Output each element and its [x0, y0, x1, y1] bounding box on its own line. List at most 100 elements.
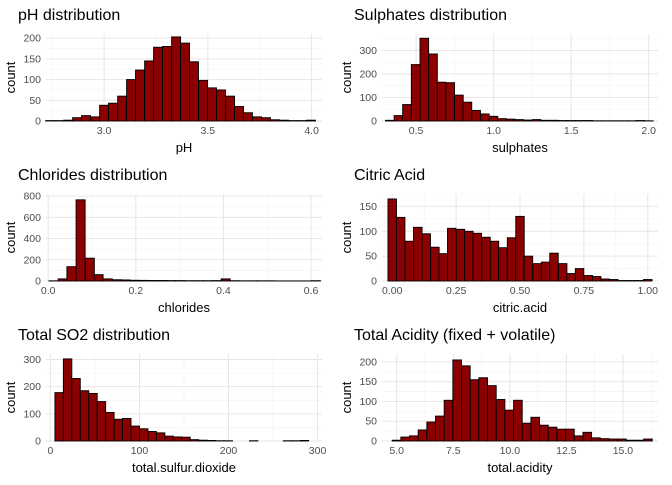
- x-tick-label: 0.50: [510, 285, 531, 297]
- histogram-bar: [480, 114, 489, 121]
- x-tick-label: 1.00: [638, 285, 659, 297]
- x-tick-label: 5.0: [389, 445, 404, 457]
- x-axis-label: sulphates: [492, 140, 548, 155]
- y-axis-label: count: [3, 61, 18, 93]
- y-tick-label: 200: [23, 381, 41, 393]
- histogram-bar: [411, 65, 420, 121]
- x-tick-label: 2.0: [641, 125, 656, 137]
- histogram-bar: [121, 280, 130, 281]
- x-tick-label: 200: [220, 445, 238, 457]
- histogram-bar: [422, 234, 431, 281]
- x-tick-label: 0: [48, 445, 54, 457]
- histogram-bar: [148, 431, 156, 441]
- x-tick-label: 0.4: [216, 285, 231, 297]
- y-tick-label: 0: [371, 436, 377, 448]
- histogram-bar: [557, 429, 566, 441]
- histogram-bar: [89, 393, 97, 441]
- y-tick-label: 50: [29, 95, 41, 107]
- x-tick-label: 0.25: [446, 285, 467, 297]
- histogram-bar: [270, 120, 279, 121]
- histogram-bar: [91, 117, 100, 121]
- x-tick-label: 4.0: [304, 125, 319, 137]
- histogram-bar: [67, 267, 76, 281]
- histogram-bar: [385, 120, 394, 121]
- x-tick-label: 3.0: [97, 125, 112, 137]
- histogram-bar: [388, 199, 397, 281]
- histogram-bar: [427, 422, 436, 441]
- x-axis-label: citric.acid: [493, 300, 547, 315]
- x-axis-label: total.acidity: [487, 460, 553, 475]
- histogram-bar: [541, 120, 550, 121]
- y-tick-label: 150: [359, 376, 377, 388]
- histogram-bar: [207, 440, 215, 441]
- y-tick-label: 100: [359, 92, 377, 104]
- histogram-bar: [439, 254, 448, 281]
- histogram-bar: [473, 233, 482, 281]
- histogram-bar: [156, 433, 164, 441]
- histogram-bar: [94, 275, 103, 281]
- x-tick-label: 0.75: [574, 285, 595, 297]
- y-tick-label: 100: [23, 74, 41, 86]
- chart-title: Sulphates distribution: [354, 7, 507, 24]
- y-tick-label: 0: [35, 116, 41, 128]
- y-tick-label: 200: [359, 356, 377, 368]
- y-tick-label: 0: [35, 276, 41, 288]
- histogram-bar: [541, 262, 550, 281]
- histogram-bar: [123, 418, 131, 441]
- y-tick-label: 300: [359, 45, 377, 57]
- x-tick-label: 1.5: [564, 125, 579, 137]
- y-tick-label: 100: [23, 408, 41, 420]
- histogram-bar: [136, 70, 145, 121]
- x-axis-label: total.sulfur.dioxide: [132, 460, 236, 475]
- histogram-bar: [208, 88, 217, 121]
- chart-title: Total Acidity (fixed + volatile): [354, 327, 555, 344]
- x-tick-label: 1.0: [486, 125, 501, 137]
- histogram-bar: [644, 439, 653, 441]
- histogram-bar: [162, 46, 171, 121]
- x-tick-label: 7.5: [446, 445, 461, 457]
- y-tick-label: 800: [23, 191, 41, 203]
- histogram-bar: [465, 231, 474, 281]
- histogram-bar: [609, 439, 618, 441]
- chart-title: Total SO2 distribution: [18, 327, 170, 344]
- histogram-bar: [462, 366, 471, 441]
- histogram-bar: [173, 437, 181, 441]
- histogram-bar: [444, 400, 453, 441]
- y-tick-label: 300: [23, 354, 41, 366]
- chart-title: Chlorides distribution: [18, 167, 167, 184]
- histogram-bar: [280, 120, 289, 121]
- histogram-bar: [401, 437, 410, 441]
- y-axis-label: count: [339, 381, 354, 413]
- histogram-bar: [482, 237, 491, 281]
- y-tick-label: 0: [35, 436, 41, 448]
- y-axis-label: count: [3, 381, 18, 413]
- histogram-bar: [131, 426, 139, 441]
- histogram-bar: [114, 419, 122, 441]
- y-tick-label: 400: [23, 233, 41, 245]
- histogram-bar: [548, 427, 557, 441]
- histogram-bar: [76, 200, 85, 281]
- bars: [46, 37, 316, 121]
- histogram-bar: [566, 429, 575, 441]
- histogram-bar: [448, 228, 457, 281]
- histogram-bar: [80, 391, 88, 441]
- histogram-bar: [396, 217, 405, 281]
- histogram-bar: [635, 440, 644, 441]
- histogram-bar: [63, 359, 71, 441]
- histogram-bar: [127, 80, 136, 121]
- histogram-bar: [550, 120, 559, 121]
- histogram-bar: [130, 280, 139, 281]
- x-tick-label: 3.5: [201, 125, 216, 137]
- histogram-bar: [172, 37, 181, 121]
- histogram-bar: [190, 440, 198, 441]
- histogram-bar: [446, 83, 455, 121]
- histogram-bar: [601, 279, 610, 281]
- histogram-bar: [112, 280, 121, 281]
- histogram-bar: [199, 80, 208, 121]
- histogram-bar: [118, 96, 127, 121]
